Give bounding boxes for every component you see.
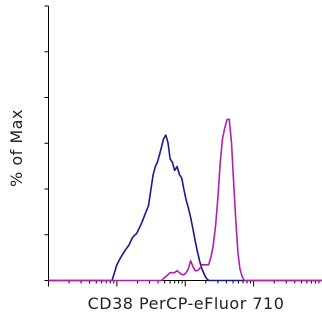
series-line-2 bbox=[48, 118, 322, 282]
plot-frame bbox=[48, 6, 322, 281]
series-layer bbox=[48, 118, 322, 282]
y-axis-ticks bbox=[44, 5, 49, 281]
series-line-1 bbox=[48, 134, 322, 282]
y-axis-label: % of Max bbox=[7, 109, 26, 187]
x-axis-label: CD38 PerCP-eFluor 710 bbox=[88, 294, 285, 313]
x-axis-ticks bbox=[48, 280, 320, 287]
